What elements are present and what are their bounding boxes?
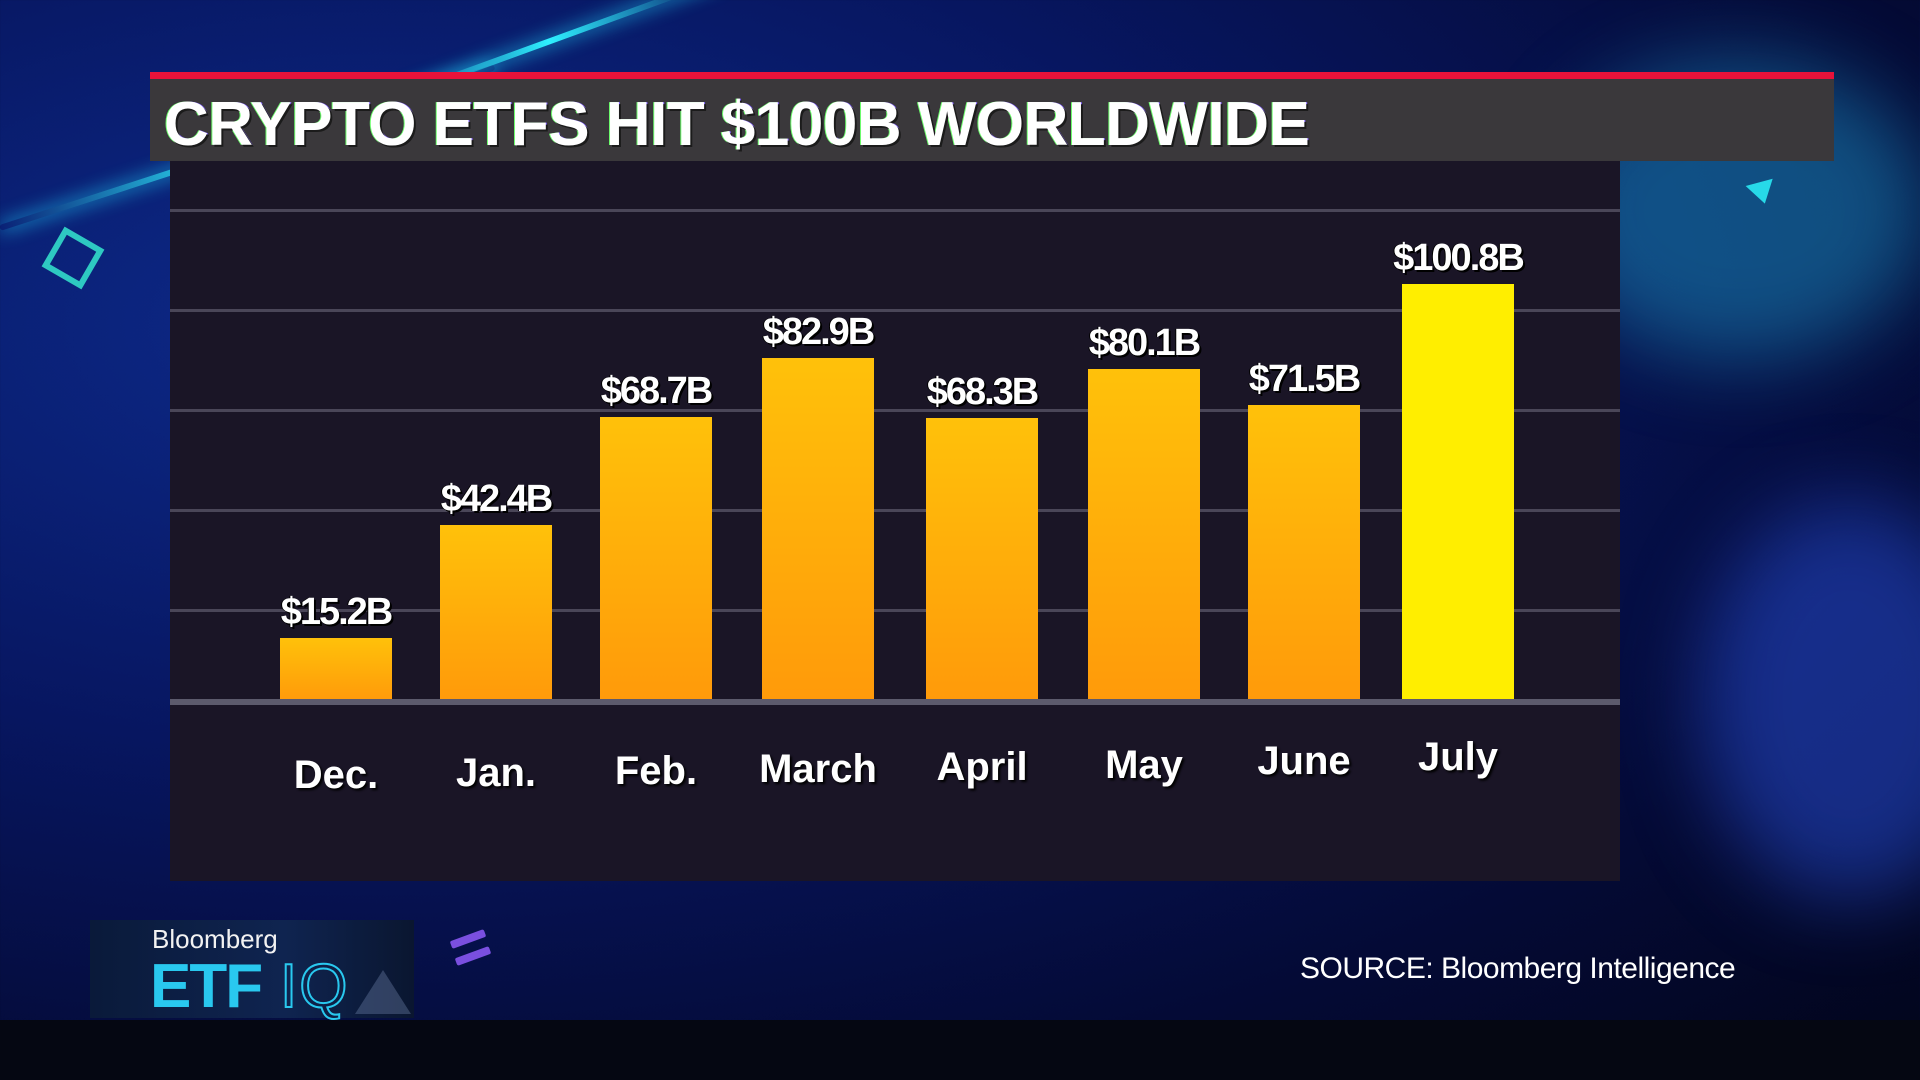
x-tick-june: June [1257, 739, 1351, 783]
x-tick-feb: Feb. [614, 749, 698, 793]
logo-triangle-icon [355, 970, 411, 1014]
x-tick-july: July [1417, 735, 1499, 779]
logo-iq: IQ [279, 952, 350, 1021]
title-bar: CRYPTO ETFS HIT $100B WORLDWIDE [150, 79, 1834, 161]
bar-april [926, 418, 1038, 701]
show-logo: Bloomberg ETF IQ [90, 920, 414, 1021]
x-tick-dec: Dec. [293, 753, 379, 797]
chart-title: CRYPTO ETFS HIT $100B WORLDWIDE [164, 90, 1310, 159]
logo-brand: Bloomberg [152, 924, 278, 954]
gridline [170, 309, 1620, 312]
bar-may [1088, 369, 1200, 701]
diamond-decoration-icon [41, 226, 105, 290]
x-tick-jan: Jan. [455, 751, 537, 795]
x-axis-baseline [170, 699, 1620, 705]
source-note: SOURCE: Bloomberg Intelligence [1300, 952, 1736, 985]
bar-feb [600, 417, 712, 701]
value-label-feb: $68.7B [600, 370, 714, 412]
value-label-june: $71.5B [1248, 358, 1362, 400]
x-tick-may: May [1105, 743, 1183, 787]
logo-etf: ETF [150, 952, 263, 1021]
x-tick-march: March [759, 747, 877, 791]
header-rule [150, 72, 1834, 79]
value-label-july: $100.8B [1393, 237, 1525, 279]
bottom-strip [0, 1020, 1920, 1080]
value-label-march: $82.9B [762, 311, 876, 353]
chart-panel: $15.2B $42.4B $68.7B $82.9B $68.3B $80.1… [170, 161, 1620, 881]
bar-dec [280, 638, 392, 701]
value-label-may: $80.1B [1088, 322, 1202, 364]
gridline [170, 509, 1620, 512]
bar-march [762, 358, 874, 701]
chart-screen: CRYPTO ETFS HIT $100B WORLDWIDE $15.2B $… [150, 72, 1834, 1012]
bar-july [1402, 284, 1514, 701]
gridline [170, 609, 1620, 612]
value-label-jan: $42.4B [440, 478, 554, 520]
value-label-dec: $15.2B [280, 591, 394, 633]
gridline [170, 209, 1620, 212]
bar-jan [440, 525, 552, 701]
value-label-april: $68.3B [926, 371, 1040, 413]
x-tick-april: April [936, 745, 1028, 789]
bar-june [1248, 405, 1360, 701]
gridline [170, 409, 1620, 412]
